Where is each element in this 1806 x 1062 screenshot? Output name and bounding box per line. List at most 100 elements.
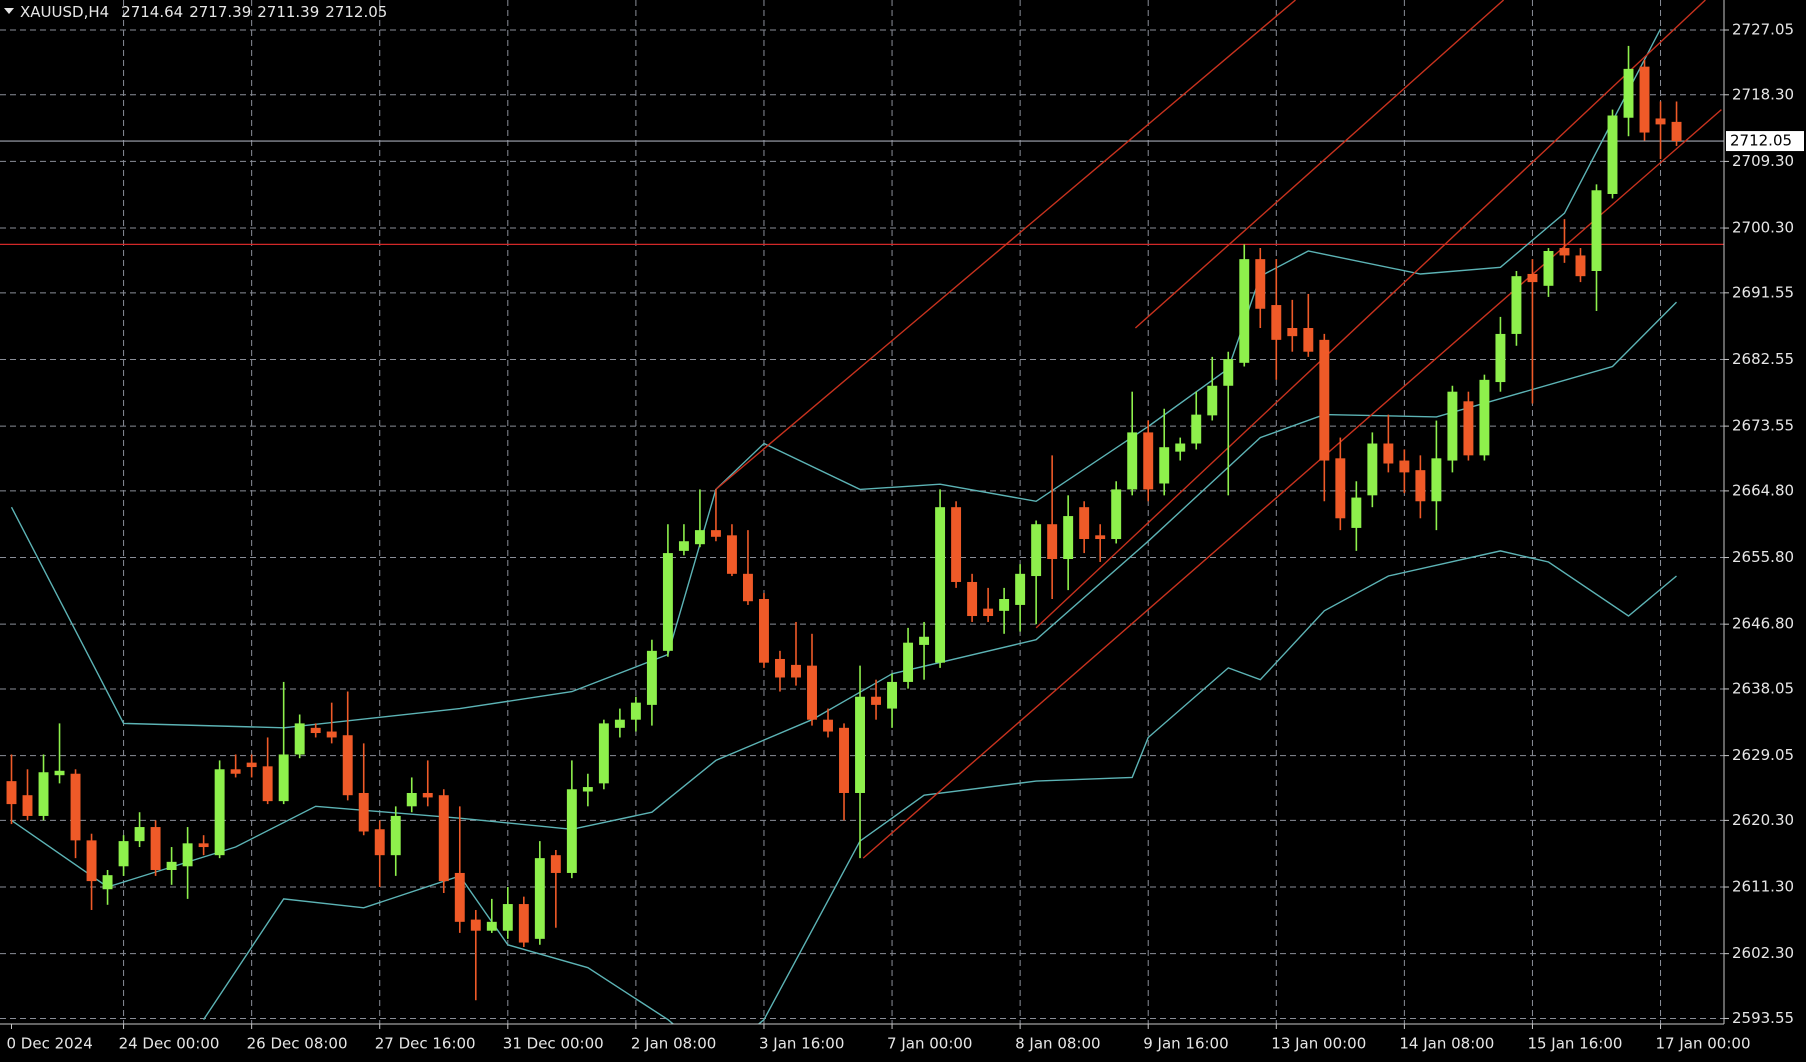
candle-body xyxy=(903,642,914,682)
candle-body xyxy=(967,581,978,617)
candle-body xyxy=(1399,460,1410,473)
channel-line xyxy=(1134,0,1505,329)
candle-body xyxy=(598,723,609,784)
candle-body xyxy=(86,840,97,882)
candle-body xyxy=(759,598,769,663)
candle-body xyxy=(182,843,193,867)
candle-body xyxy=(1079,507,1090,540)
plot-area xyxy=(0,0,1724,1024)
candle-body xyxy=(1063,516,1074,560)
candle-body xyxy=(150,827,161,870)
candle-body xyxy=(1655,118,1666,125)
candle-body xyxy=(374,829,385,856)
candle-body xyxy=(983,608,994,617)
x-tick-label: 17 Jan 00:00 xyxy=(1656,1035,1751,1053)
y-tick-label: 2709.30 xyxy=(1732,152,1794,170)
candle-body xyxy=(662,553,673,651)
candle-body xyxy=(935,507,946,663)
y-tick-label: 2620.30 xyxy=(1732,811,1794,829)
x-tick-label: 2 Jan 08:00 xyxy=(631,1035,716,1053)
candle-body xyxy=(1159,447,1170,484)
y-tick-label: 2638.05 xyxy=(1732,679,1794,697)
candle-body xyxy=(214,769,225,856)
candle-body xyxy=(1447,391,1458,461)
candle-body xyxy=(742,573,753,602)
y-tick-label: 2727.05 xyxy=(1732,20,1794,38)
candle-body xyxy=(502,904,513,931)
axis-labels: 2727.05 2718.30 2709.30 2700.30 2691.55 2682.… xyxy=(7,20,1804,1053)
candle-body xyxy=(246,762,257,768)
candle-body xyxy=(358,792,369,832)
candle-body xyxy=(1239,259,1250,363)
menu-triangle[interactable] xyxy=(4,8,14,14)
chart-title: XAUUSD,H4 2714.64 2717.39 2711.39 2712.05 xyxy=(20,3,387,21)
candle-body xyxy=(470,919,481,931)
candle-body xyxy=(550,855,561,873)
y-tick-label: 2718.30 xyxy=(1732,85,1794,103)
candle-body xyxy=(1127,432,1138,490)
x-tick-label: 26 Dec 08:00 xyxy=(247,1035,348,1053)
ohlc-high: 2717.39 xyxy=(189,3,251,21)
symbol: XAUUSD,H4 xyxy=(20,3,109,21)
candle-body xyxy=(198,843,209,848)
candle-body xyxy=(1175,443,1186,452)
candle-body xyxy=(1255,259,1266,309)
candle-body xyxy=(1015,573,1026,605)
channel-line xyxy=(862,109,1722,859)
candle-body xyxy=(1303,328,1314,352)
candle-body xyxy=(422,792,433,798)
candle-body xyxy=(486,921,497,931)
candle-body xyxy=(230,769,241,774)
y-tick-label: 2655.80 xyxy=(1732,548,1794,566)
candle-body xyxy=(118,841,129,867)
candle-body xyxy=(390,815,401,856)
candle-body xyxy=(1559,248,1570,256)
candle-body xyxy=(534,858,545,939)
x-tick-label: 13 Jan 00:00 xyxy=(1271,1035,1366,1053)
x-tick-label: 7 Jan 00:00 xyxy=(887,1035,972,1053)
candle-body xyxy=(1143,432,1154,490)
candle-body xyxy=(1463,401,1474,456)
candle-body xyxy=(630,702,641,720)
candle-body xyxy=(1623,68,1634,118)
candle-body xyxy=(454,872,465,922)
candle-body xyxy=(1607,115,1618,194)
candle-body xyxy=(310,727,321,734)
candle-body xyxy=(1415,470,1426,502)
candle-body xyxy=(1351,497,1362,528)
x-tick-label: 8 Jan 08:00 xyxy=(1015,1035,1100,1053)
candle-body xyxy=(951,507,962,582)
candle-body xyxy=(1495,333,1506,383)
candle-body xyxy=(887,681,898,709)
candle-body xyxy=(70,773,81,841)
candle-body xyxy=(342,735,353,796)
candle-body xyxy=(1111,489,1122,540)
candle-body xyxy=(726,535,737,574)
candle-body xyxy=(1207,385,1218,416)
candle-body xyxy=(518,904,529,943)
candle-body xyxy=(1223,359,1234,386)
candle-body xyxy=(54,770,65,776)
candle-body xyxy=(1047,524,1058,560)
price-tag xyxy=(1726,131,1804,152)
candle-body xyxy=(1591,190,1602,271)
candle-body xyxy=(278,754,289,802)
candle-body xyxy=(6,781,17,805)
candle-body xyxy=(1543,251,1554,286)
x-tick-label: 14 Jan 08:00 xyxy=(1399,1035,1494,1053)
candle-body xyxy=(1287,328,1298,337)
candle-body xyxy=(1575,255,1586,277)
ohlc-open: 2714.64 xyxy=(121,3,183,21)
candle-body xyxy=(1511,276,1522,334)
candle-body xyxy=(1479,379,1490,456)
x-tick-label: 27 Dec 16:00 xyxy=(375,1035,476,1053)
candle-body xyxy=(262,766,273,802)
candle-body xyxy=(1383,443,1394,464)
x-tick-label: 9 Jan 16:00 xyxy=(1143,1035,1228,1053)
y-tick-label: 2673.55 xyxy=(1732,417,1794,435)
candle-body xyxy=(38,772,49,816)
candle-body xyxy=(1319,339,1330,461)
candle-body xyxy=(22,795,33,816)
ohlc-close: 2712.05 xyxy=(325,3,387,21)
